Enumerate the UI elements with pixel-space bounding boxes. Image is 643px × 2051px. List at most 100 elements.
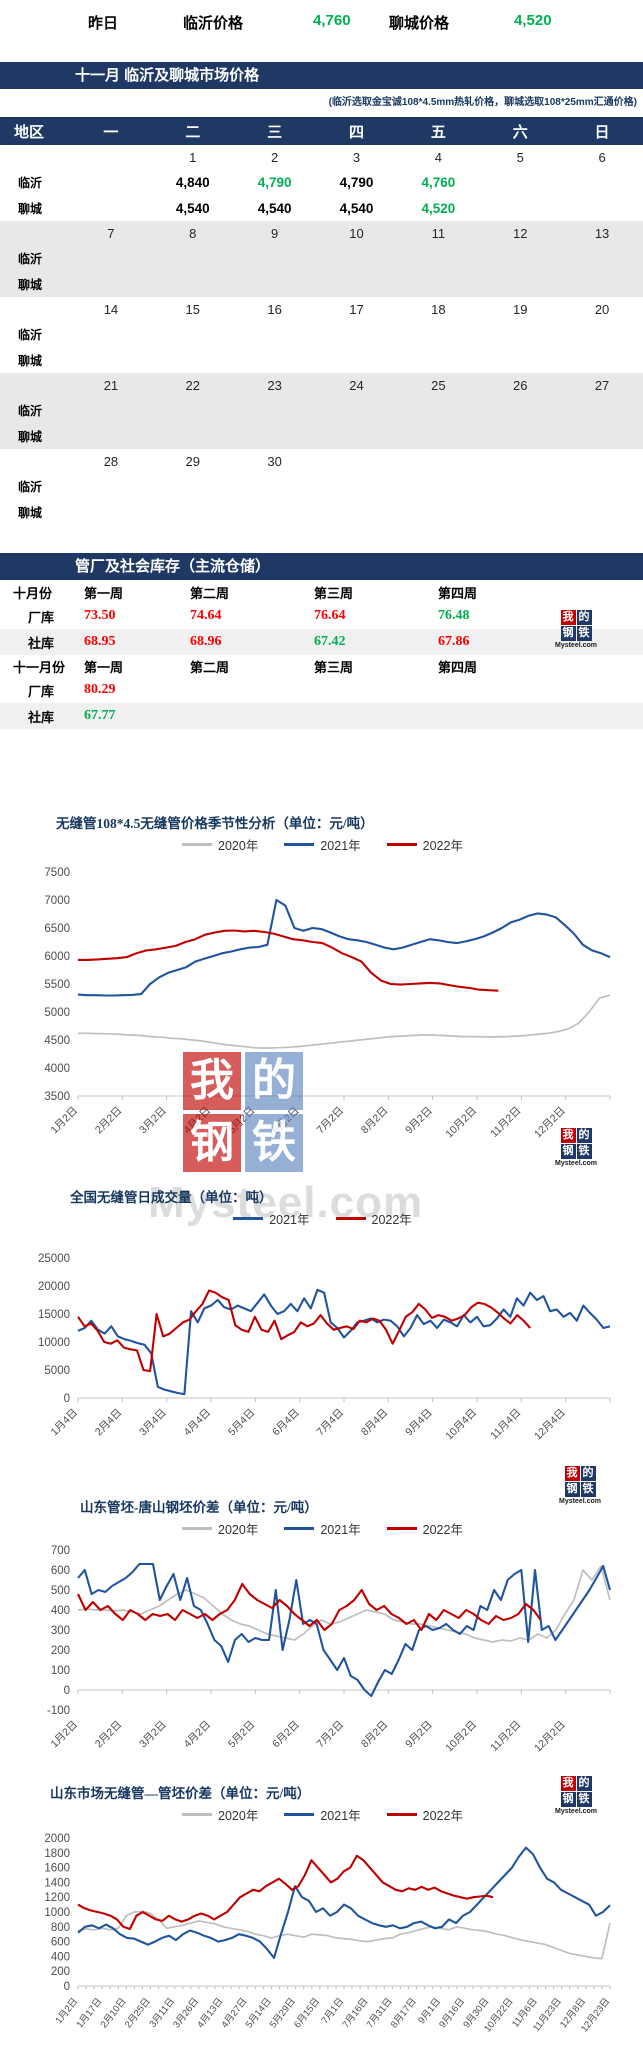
series-line-2020年 [78, 994, 611, 1049]
x-tick-label: 9月2日 [403, 1719, 435, 1751]
legend-item: 2020年 [182, 1519, 258, 1538]
chart-title: 山东市场无缝管—管坯价差（单位：元/吨） [50, 1786, 311, 1801]
chart-legend: 2020年 2021年 2022年 [10, 1804, 635, 1824]
legend-swatch [284, 1812, 315, 1816]
legend-swatch [386, 842, 417, 846]
region-label: 临沂 [18, 251, 43, 266]
y-tick-label: 600 [51, 1937, 70, 1949]
inventory-week-header: 第一周 [84, 659, 124, 675]
calendar-date: 3 [352, 149, 361, 165]
calendar-date: 9 [271, 225, 279, 241]
calendar-note: (临沂选取金宝诚108*4.5mm热轧价格，聊城选取108*25mm汇通价格) [328, 97, 637, 108]
series-line-2021年 [77, 1288, 611, 1396]
y-tick-label: 5500 [44, 979, 70, 991]
series-line-2022年 [77, 1854, 494, 1931]
mysteel-logo-grid: 我的钢铁 [552, 1128, 600, 1159]
calendar-date-row: 21 22 23 24 25 26 27 [0, 373, 643, 397]
legend-label: 2022年 [422, 1808, 463, 1823]
calendar-date: 14 [103, 301, 119, 317]
legend-label: 2021年 [320, 1808, 361, 1823]
chart-title: 全国无缝管日成交量（单位：吨） [70, 1190, 273, 1205]
y-tick-label: 1800 [44, 1848, 70, 1860]
y-tick-label: 6500 [44, 923, 70, 935]
inventory-data-row: 社库 67.77 [0, 703, 643, 729]
y-tick-label: 200 [51, 1645, 70, 1657]
mysteel-watermark-blocks: 我的钢铁 [183, 1052, 303, 1172]
x-tick-label: 12月2日 [532, 1719, 568, 1755]
price-cell: 4,540 [339, 200, 374, 216]
calendar-date: 1 [189, 149, 197, 165]
y-tick-label: 7000 [44, 895, 70, 907]
legend-swatch [386, 1526, 417, 1530]
y-tick-label: 800 [51, 1922, 70, 1934]
series-line-2021年 [77, 1846, 611, 1959]
calendar-date: 17 [349, 301, 364, 317]
y-tick-label: 5000 [44, 1365, 70, 1377]
legend-label: 2020年 [218, 838, 259, 853]
inventory-value: 74.64 [190, 608, 222, 623]
calendar-date: 7 [107, 225, 115, 241]
x-tick-label: 1月4日 [49, 1407, 81, 1439]
yesterday-label: 昨日 [88, 15, 119, 32]
mysteel-logo-cell: 我 [560, 1128, 576, 1143]
calendar-date: 8 [189, 225, 197, 241]
x-tick-label: 6月2日 [270, 1719, 302, 1751]
x-tick-label: 2月2日 [93, 1719, 125, 1751]
calendar-region-row: 临沂 [0, 245, 643, 271]
legend-swatch [182, 1812, 213, 1816]
inventory-data-row: 社库 68.95 68.96 67.42 67.86 [0, 629, 643, 655]
legend-swatch [233, 1216, 264, 1220]
mysteel-logo-cell: 钢 [560, 1144, 576, 1159]
calendar-date-row: 1 2 3 4 5 6 [0, 145, 643, 169]
calendar-date: 16 [267, 301, 282, 317]
calendar-region-row: 临沂 [0, 321, 643, 347]
legend-item: 2020年 [182, 1805, 258, 1824]
x-tick-label: 5月2日 [226, 1719, 258, 1751]
x-tick-label: 11月2日 [488, 1105, 523, 1140]
weekday-header: 六 [512, 123, 528, 141]
x-tick-label: 11月2日 [488, 1719, 523, 1754]
weekday-header: 二 [185, 123, 201, 141]
y-tick-label: 500 [51, 1585, 70, 1597]
price-cell: 4,540 [257, 200, 292, 216]
legend-label: 2021年 [320, 1522, 361, 1537]
inventory-section-title: 管厂及社会库存（主流仓储） [75, 558, 271, 575]
mysteel-logo-cell: 的 [576, 610, 592, 625]
x-tick-label: 4月4日 [182, 1407, 214, 1439]
mysteel-logo-cell: 我 [564, 1466, 580, 1481]
y-tick-label: 7500 [44, 867, 70, 879]
price-cell: 4,790 [339, 174, 374, 190]
weekday-header: 日 [594, 123, 610, 141]
inventory-value: 73.50 [84, 608, 116, 623]
inventory-week-header: 第四周 [438, 585, 478, 601]
mysteel-logo-grid: 我的钢铁 [552, 1776, 600, 1807]
x-tick-label: 8月2日 [359, 1719, 391, 1751]
inventory-table: 十月份 第一周 第二周 第三周 第四周 厂库 73.50 74.64 76.64 76.48 社库 6… [0, 581, 643, 729]
legend-swatch [335, 1216, 366, 1220]
mysteel-logo-cell: 铁 [576, 1792, 592, 1807]
series-line-2022年 [77, 1289, 531, 1373]
x-tick-label: 10月2日 [443, 1719, 479, 1755]
region-label: 聊城 [18, 353, 43, 368]
watermark-char: 的 [245, 1052, 303, 1110]
y-tick-label: 0 [64, 1981, 70, 1993]
calendar-section-header: 十一月 临沂及聊城市场价格 [0, 62, 643, 89]
y-tick-label: 100 [51, 1665, 70, 1677]
y-tick-label: -100 [47, 1705, 70, 1717]
calendar-date: 28 [103, 453, 119, 469]
y-tick-label: 400 [51, 1605, 70, 1617]
calendar-date: 29 [185, 453, 200, 469]
inventory-week-header: 第三周 [314, 659, 354, 675]
x-tick-label: 9月4日 [403, 1407, 435, 1439]
calendar-date: 13 [594, 225, 610, 241]
price-cell: 4,760 [421, 174, 456, 190]
legend-swatch [182, 842, 213, 846]
watermark-char: 我 [183, 1052, 241, 1110]
chart-title: 山东管坯-唐山钢坯价差（单位：元/吨） [80, 1500, 318, 1515]
mysteel-logo-cell: 我 [560, 1776, 576, 1791]
mysteel-logo-cell: 的 [576, 1128, 592, 1143]
y-tick-label: 5000 [44, 1007, 70, 1019]
calendar-date: 6 [598, 149, 606, 165]
mysteel-logo: 我的钢铁 Mysteel.com [552, 1776, 600, 1815]
